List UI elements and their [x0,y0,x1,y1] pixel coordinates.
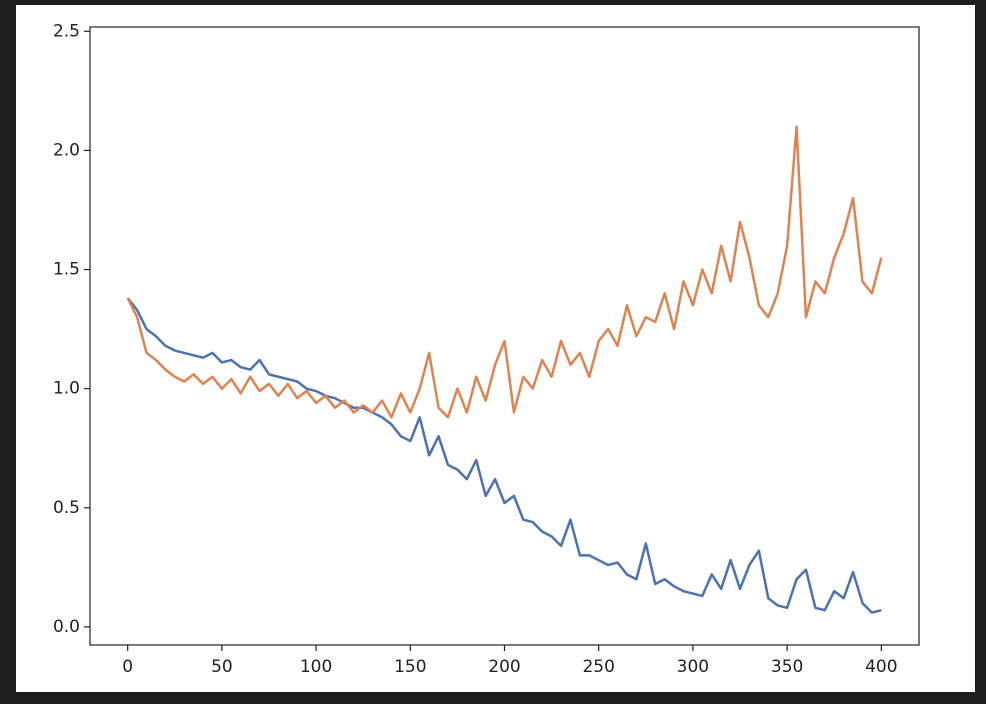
y-tick-label: 0.0 [53,617,80,637]
y-tick-label: 0.5 [53,498,80,518]
x-tick-label: 100 [300,657,332,677]
y-tick-label: 1.5 [53,260,80,280]
axes-frame [89,26,920,646]
x-tick-label: 400 [865,657,897,677]
x-tick-label: 50 [211,657,233,677]
figure-background [16,5,975,692]
x-tick-label: 0 [122,657,133,677]
x-tick-label: 350 [771,657,803,677]
x-tick-label: 250 [582,657,614,677]
series-line [126,297,882,614]
x-tick-label: 150 [394,657,426,677]
y-tick-label: 2.0 [53,140,80,160]
x-tick-label: 300 [677,657,709,677]
series-line [126,125,883,419]
x-tick-label: 200 [488,657,520,677]
y-tick-label: 2.5 [53,21,80,41]
y-tick-label: 1.0 [53,379,80,399]
